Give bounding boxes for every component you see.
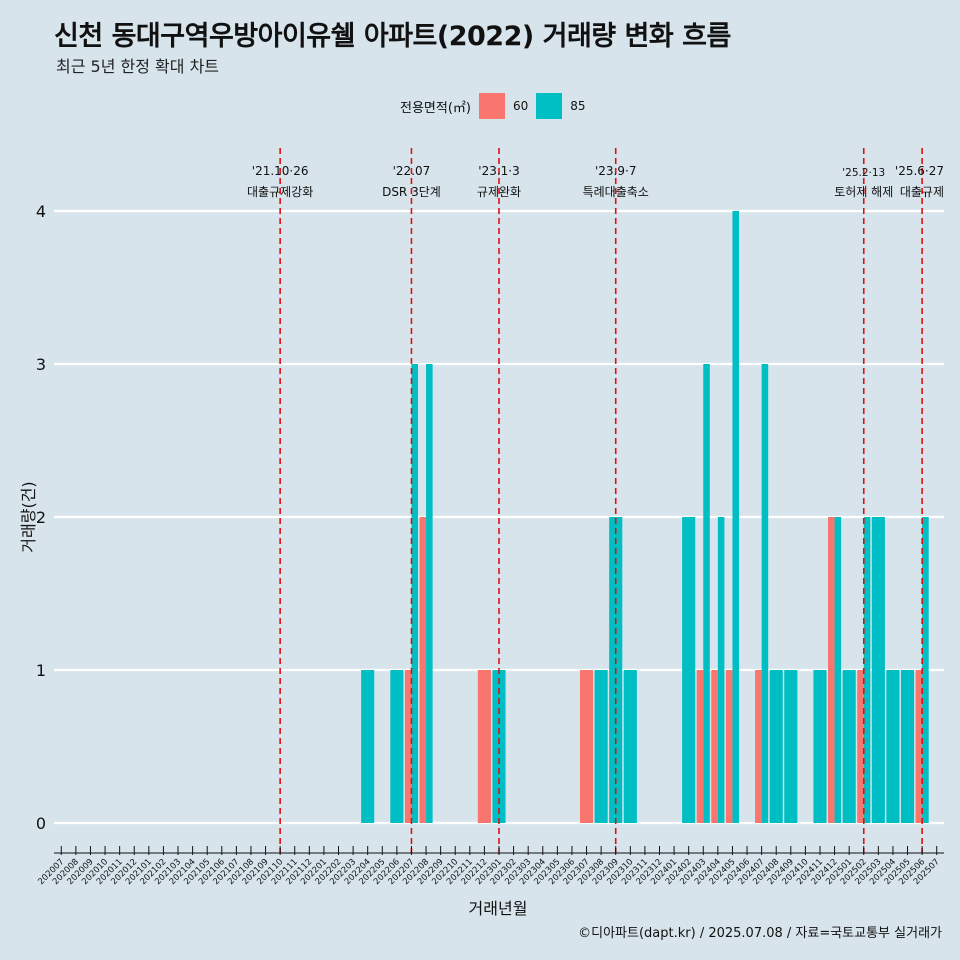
bar-60-202403 bbox=[696, 670, 704, 823]
bar-60-202208 bbox=[419, 517, 427, 823]
bar-60-202502 bbox=[857, 670, 864, 823]
bar-85-202409 bbox=[784, 670, 798, 823]
bar-60-202404 bbox=[711, 670, 718, 823]
bar-85-202403 bbox=[703, 364, 710, 823]
legend-item-85: 85 bbox=[536, 93, 586, 119]
annotation-date-202502: '25.2·13 bbox=[842, 167, 885, 179]
annotation-label-202309: 특례대출축소 bbox=[583, 185, 649, 199]
bar-60-202212 bbox=[477, 670, 491, 823]
annotation-date-202301: '23.1·3 bbox=[478, 164, 519, 178]
bar-60-202412 bbox=[828, 517, 835, 823]
bar-85-202502 bbox=[863, 517, 871, 823]
legend: 전용면적(㎡) 60 85 bbox=[400, 93, 594, 119]
y-tick-label-0: 0 bbox=[36, 814, 46, 833]
bar-85-202408 bbox=[769, 670, 783, 823]
bar-85-202503 bbox=[871, 517, 885, 823]
legend-label-60: 60 bbox=[512, 99, 529, 113]
bar-85-202402 bbox=[682, 517, 696, 823]
bar-85-202501 bbox=[842, 670, 856, 823]
annotation-date-202309: '23.9·7 bbox=[595, 164, 636, 178]
chart-title: 신천 동대구역우방아이유쉘 아파트(2022) 거래량 변화 흐름 bbox=[54, 21, 731, 52]
legend-title: 전용면적(㎡) bbox=[400, 100, 471, 116]
bar-85-202204 bbox=[361, 670, 375, 823]
bar-85-202308 bbox=[594, 670, 608, 823]
legend-label-85: 85 bbox=[570, 99, 586, 113]
x-axis-title: 거래년월 bbox=[469, 899, 528, 918]
bar-85-202504 bbox=[886, 670, 900, 823]
y-axis-title: 거래량(건) bbox=[19, 481, 38, 552]
legend-item-60: 60 bbox=[478, 93, 529, 119]
bar-60-202207 bbox=[404, 670, 412, 823]
annotation-date-202207: '22.07 bbox=[393, 164, 431, 178]
annotation-label-202110: 대출규제강화 bbox=[247, 185, 313, 199]
y-tick-label-3: 3 bbox=[36, 355, 46, 374]
legend-swatch-60 bbox=[478, 93, 505, 119]
caption: ©디아파트(dapt.kr) / 2025.07.08 / 자료=국토교통부 실… bbox=[578, 926, 942, 941]
bar-60-202407 bbox=[755, 670, 762, 823]
annotation-label-202506: 대출규제 bbox=[900, 185, 944, 199]
bar-85-202208 bbox=[426, 364, 433, 823]
annotation-label-202502: 토허제 해제 bbox=[834, 185, 893, 199]
y-tick-label-1: 1 bbox=[36, 661, 46, 680]
bar-85-202404 bbox=[717, 517, 725, 823]
bar-85-202506 bbox=[922, 517, 929, 823]
bars bbox=[361, 211, 929, 823]
bar-85-202405 bbox=[732, 211, 740, 823]
y-tick-label-4: 4 bbox=[36, 202, 46, 221]
bar-85-202207 bbox=[411, 364, 419, 823]
chart-subtitle: 최근 5년 한정 확대 차트 bbox=[56, 57, 220, 76]
bar-85-202412 bbox=[834, 517, 842, 823]
bar-60-202405 bbox=[725, 670, 733, 823]
bar-60-202307 bbox=[579, 670, 594, 823]
bar-85-202411 bbox=[813, 670, 827, 823]
bar-85-202407 bbox=[761, 364, 769, 823]
annotation-label-202207: DSR 3단계 bbox=[382, 185, 441, 199]
bar-85-202206 bbox=[390, 670, 404, 823]
legend-swatch-85 bbox=[536, 93, 563, 119]
bar-85-202505 bbox=[900, 670, 915, 823]
annotation-date-202506: '25.6·27 bbox=[895, 164, 944, 178]
annotation-label-202301: 규제완화 bbox=[477, 185, 521, 199]
bar-85-202301 bbox=[492, 670, 506, 823]
bar-60-202506 bbox=[915, 670, 923, 823]
axes: 2020072020082020092020102020112020122021… bbox=[36, 846, 944, 887]
bar-85-202310 bbox=[623, 670, 637, 823]
y-tick-label-2: 2 bbox=[36, 508, 46, 527]
annotation-lines: '21.10·26 대출규제강화 '22.07 DSR 3단계 '23.1·3 규제완화 '… bbox=[247, 148, 944, 853]
annotation-date-202110: '21.10·26 bbox=[252, 164, 309, 178]
